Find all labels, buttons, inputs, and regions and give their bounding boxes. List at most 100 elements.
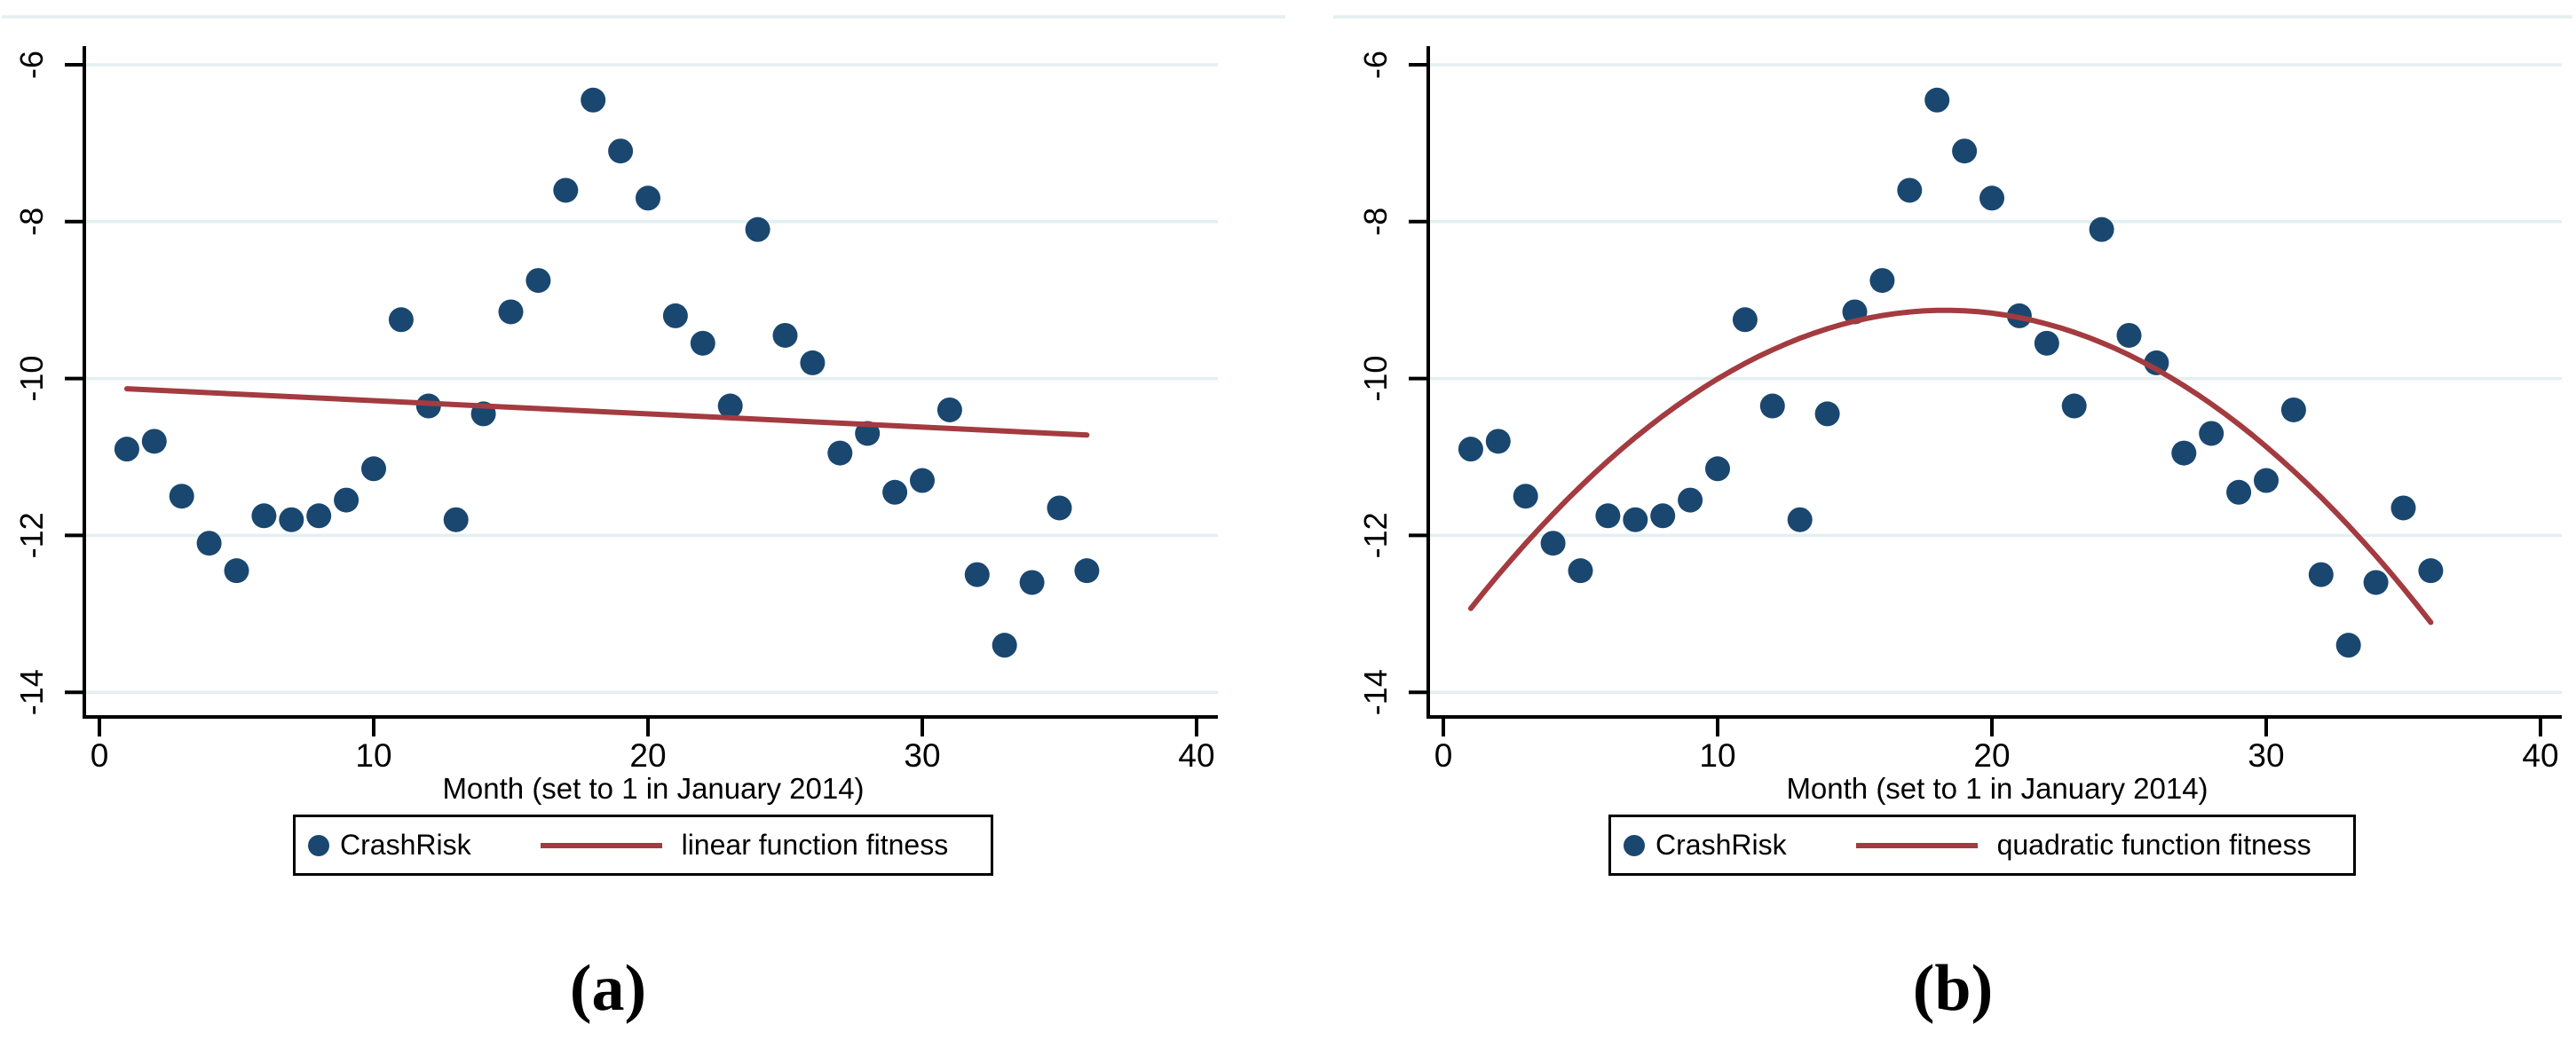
scatter-point [251,503,277,529]
scatter-point [1047,495,1072,521]
scatter-point [388,307,414,333]
y-tick-label: -10 [1357,356,1394,402]
legend-label-linear-fit: linear function fitness [681,829,949,861]
scatter-point [2308,562,2334,587]
x-axis-title: Month (set to 1 in January 2014) [442,772,864,805]
scatter-series [114,87,1100,658]
scatter-point [936,397,962,422]
x-tick-label: 20 [629,737,666,774]
legend-panel-a: CrashRisk linear function fitness [293,815,993,876]
linear-fit-line-icon [540,842,662,848]
y-tick-label: -8 [1357,208,1394,236]
scatter-point [882,479,908,505]
x-tick-label: 40 [1178,737,1214,774]
x-tick-label: 30 [2248,737,2284,774]
scatter-point [581,87,606,113]
scatter-point [1650,503,1676,529]
scatter-point [745,217,770,242]
y-tick-label: -8 [13,208,50,236]
x-tick-label: 10 [1699,737,1735,774]
scatter-point [662,303,688,328]
legend-label-crashrisk-a: CrashRisk [340,829,471,861]
x-tick-label: 20 [1973,737,2010,774]
scatter-point [1869,268,1895,294]
scatter-point [2171,440,2197,466]
scatter-series [1458,87,2444,658]
scatter-point [114,437,139,462]
scatter-point [196,531,222,556]
scatter-point [443,507,469,532]
y-tick-label: -6 [1357,51,1394,79]
scatter-point [1595,503,1621,529]
scatter-point [2390,495,2416,521]
scatter-point [1952,138,1978,164]
scatter-point [553,177,579,203]
scatter-point [2144,350,2169,375]
legend-panel-b: CrashRisk quadratic function fitness [1608,815,2356,876]
scatter-point [608,138,634,164]
scatter-point [1513,484,1538,509]
scatter-point [1678,487,1703,513]
x-axis-title: Month (set to 1 in January 2014) [1786,772,2208,805]
scatter-point [1485,429,1511,454]
y-tick-label: -12 [13,512,50,558]
scatter-point [2418,558,2444,584]
scatter-point [1814,401,1840,427]
scatter-point [1924,87,1950,113]
scatter-point [2116,322,2142,348]
scatter-point [992,633,1017,658]
scatter-point [2034,330,2059,356]
scatter-point [1759,393,1785,419]
scatter-point [1732,307,1758,333]
scatter-point [1623,507,1648,532]
scatter-point [717,393,743,419]
x-tick-label: 10 [355,737,391,774]
scatter-point [772,322,798,348]
scatter-point [2226,479,2252,505]
scatter-point [690,330,715,356]
scatter-point [2199,421,2224,446]
scatter-point [498,299,524,325]
scatter-point [415,393,441,419]
scatter-point [1019,570,1045,595]
y-tick-label: -12 [1357,512,1394,558]
scatter-point [306,503,332,529]
scatter-point [169,484,194,509]
scatter-point [1074,558,1100,584]
scatter-point [361,456,386,482]
crashrisk-marker-icon [1624,834,1645,856]
scatter-panel-a: -6 -8 -10 -12 -14 0 10 20 30 40 Month (set to 1 in… [2,15,1285,805]
scatter-panel-b: -6 -8 -10 -12 -14 0 10 20 30 40 Month (set to 1 in… [1333,15,2572,805]
y-tick-label: -10 [13,356,50,402]
scatter-point [2089,217,2114,242]
legend-label-crashrisk-b: CrashRisk [1655,829,1787,861]
linear-fit-line [123,386,1090,438]
scatter-point [279,507,304,532]
scatter-point [1787,507,1813,532]
scatter-point [800,350,826,375]
x-tick-label: 0 [1434,737,1453,774]
x-tick-label: 0 [91,737,109,774]
scatter-point [1458,437,1483,462]
scatter-point [2335,633,2361,658]
scatter-point [2280,397,2306,422]
scatter-point [910,468,935,493]
panel-caption-b: (b) [1912,952,1994,1025]
scatter-point [1568,558,1593,584]
y-tick-label: -6 [13,51,50,79]
y-tick-label: -14 [1357,669,1394,715]
scatter-point [141,429,167,454]
scatter-point [2061,393,2087,419]
scatter-point [224,558,249,584]
x-tick-label: 40 [2522,737,2558,774]
x-tick-label: 30 [904,737,940,774]
quadratic-fit-curve [1467,307,2434,626]
scatter-point [1540,531,1566,556]
scatter-point [334,487,360,513]
scatter-point [2254,468,2279,493]
scatter-point [2363,570,2389,595]
quadratic-fit-line-icon [1855,842,1978,848]
scatter-point [1705,456,1730,482]
